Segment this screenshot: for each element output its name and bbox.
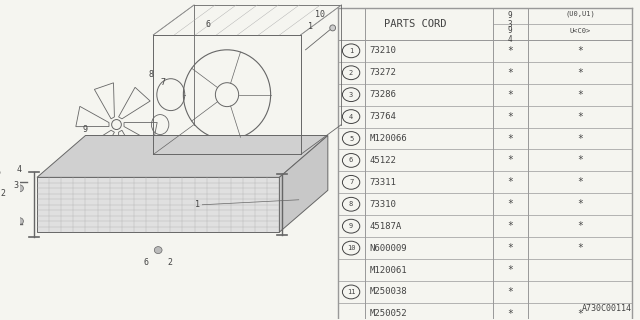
Text: 2: 2 (167, 258, 172, 267)
Text: 8: 8 (349, 201, 353, 207)
Text: 73272: 73272 (369, 68, 396, 77)
Text: 6: 6 (205, 20, 210, 29)
Text: 3: 3 (13, 181, 18, 190)
Text: 5: 5 (349, 135, 353, 141)
Text: 9
3: 9 3 (508, 11, 513, 29)
Text: 8: 8 (149, 70, 154, 79)
Text: (U0,U1): (U0,U1) (565, 11, 595, 18)
Text: M250052: M250052 (369, 309, 407, 318)
Text: *: * (507, 112, 513, 122)
Text: 10: 10 (315, 11, 325, 20)
Text: 73210: 73210 (369, 46, 396, 55)
Text: 9
4: 9 4 (508, 26, 513, 44)
Text: PARTS CORD: PARTS CORD (384, 19, 446, 29)
Polygon shape (280, 135, 328, 232)
Text: 9: 9 (83, 125, 88, 134)
Text: U<C0>: U<C0> (569, 28, 591, 34)
Text: M120066: M120066 (369, 134, 407, 143)
Text: *: * (577, 177, 583, 187)
Text: *: * (507, 68, 513, 78)
Text: *: * (577, 112, 583, 122)
Text: A730C00114: A730C00114 (582, 304, 632, 313)
Text: 9: 9 (349, 223, 353, 229)
Text: *: * (507, 90, 513, 100)
Text: 6: 6 (349, 157, 353, 164)
Text: *: * (577, 199, 583, 209)
Text: 5: 5 (0, 168, 1, 177)
Ellipse shape (330, 25, 335, 31)
Text: *: * (507, 309, 513, 319)
Text: *: * (577, 46, 583, 56)
Text: 45187A: 45187A (369, 222, 402, 231)
Ellipse shape (15, 185, 24, 192)
Text: *: * (507, 199, 513, 209)
Text: *: * (577, 90, 583, 100)
Text: 4: 4 (349, 114, 353, 120)
Text: 1: 1 (308, 22, 313, 31)
Text: 1: 1 (349, 48, 353, 54)
Text: 7: 7 (161, 78, 166, 87)
Text: 1: 1 (195, 200, 200, 209)
Text: 6: 6 (143, 258, 148, 267)
Text: *: * (507, 243, 513, 253)
Text: 3: 3 (349, 92, 353, 98)
Ellipse shape (15, 218, 24, 225)
Text: *: * (507, 287, 513, 297)
Text: *: * (577, 243, 583, 253)
Text: *: * (577, 221, 583, 231)
Polygon shape (37, 135, 328, 177)
Text: 2: 2 (349, 70, 353, 76)
Text: *: * (507, 133, 513, 143)
Text: M120061: M120061 (369, 266, 407, 275)
Text: 7: 7 (349, 179, 353, 185)
Text: *: * (507, 156, 513, 165)
Text: *: * (577, 156, 583, 165)
Text: 2: 2 (1, 189, 6, 198)
Text: 73764: 73764 (369, 112, 396, 121)
Text: *: * (507, 46, 513, 56)
Text: *: * (507, 221, 513, 231)
Polygon shape (37, 177, 280, 232)
Text: 45122: 45122 (369, 156, 396, 165)
Text: 73286: 73286 (369, 90, 396, 99)
Text: *: * (577, 133, 583, 143)
Text: 10: 10 (347, 245, 355, 251)
Text: 73310: 73310 (369, 200, 396, 209)
Text: 73311: 73311 (369, 178, 396, 187)
Text: 4: 4 (17, 165, 22, 174)
Text: *: * (577, 68, 583, 78)
Text: M250038: M250038 (369, 287, 407, 296)
Text: *: * (507, 177, 513, 187)
Text: 11: 11 (347, 289, 355, 295)
Text: *: * (507, 265, 513, 275)
Text: N600009: N600009 (369, 244, 407, 252)
Ellipse shape (154, 247, 162, 253)
Text: *: * (577, 309, 583, 319)
